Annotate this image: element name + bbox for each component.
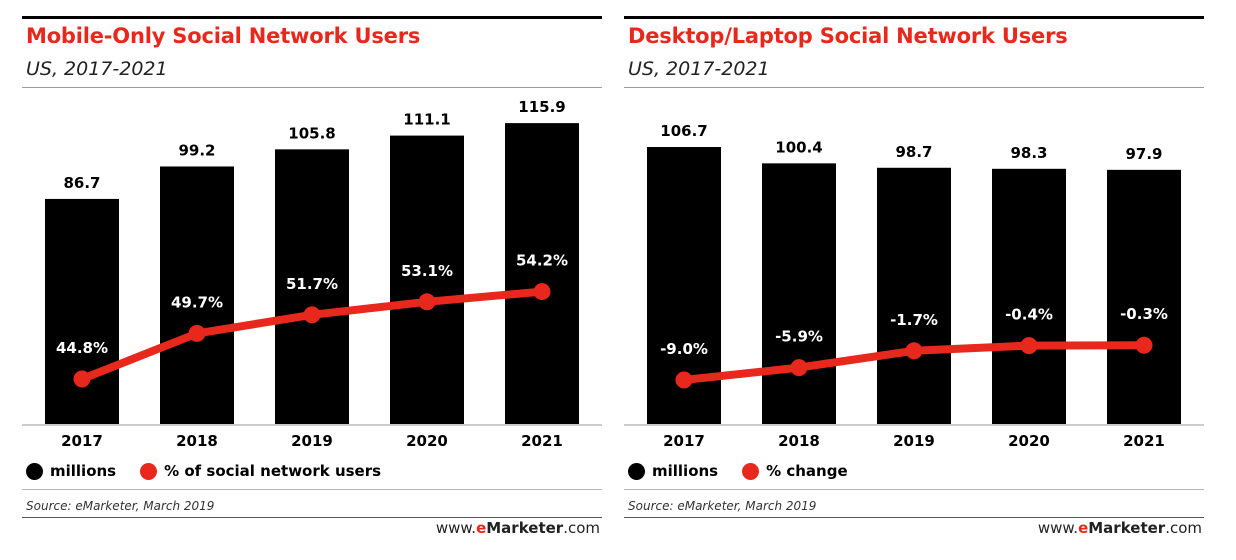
- line-value-label: 49.7%: [171, 293, 223, 311]
- x-tick-label: 2018: [176, 432, 218, 450]
- bar-value-label: 97.9: [1125, 145, 1162, 163]
- line-value-label: 54.2%: [516, 252, 568, 270]
- top-rule: [624, 16, 1204, 19]
- legend-item-line: % of social network users: [140, 462, 381, 480]
- x-tick-label: 2021: [521, 432, 563, 450]
- bar-value-label: 98.7: [895, 143, 932, 161]
- legend-item-bars: millions: [26, 462, 116, 480]
- legend-label-bars: millions: [652, 462, 719, 480]
- line-value-label: 51.7%: [286, 275, 338, 293]
- line-value-label: -0.3%: [1120, 305, 1168, 323]
- line-value-label: 44.8%: [56, 339, 108, 357]
- chart-subtitle: US, 2017-2021: [26, 58, 168, 80]
- x-tick-label: 2020: [406, 432, 448, 450]
- x-tick-label: 2019: [893, 432, 935, 450]
- legend-item-line: % change: [742, 462, 848, 480]
- line-value-label: 53.1%: [401, 262, 453, 280]
- line-point-2018: [790, 359, 808, 377]
- line-value-label: -5.9%: [775, 328, 823, 346]
- line-point-2021: [533, 283, 551, 301]
- legend-label-line: % change: [766, 462, 848, 480]
- chart-title: Desktop/Laptop Social Network Users: [628, 24, 1068, 48]
- line-point-2021: [1135, 336, 1153, 354]
- x-tick-label: 2018: [778, 432, 820, 450]
- bar-value-label: 100.4: [775, 138, 822, 156]
- bar-2019: [877, 167, 951, 425]
- x-tick-label: 2021: [1123, 432, 1165, 450]
- bar-2019: [275, 149, 349, 424]
- bottom-rule: [624, 489, 1204, 490]
- line-point-2017: [675, 371, 693, 389]
- x-tick-label: 2020: [1008, 432, 1050, 450]
- bar-2017: [45, 198, 119, 424]
- x-tick-label: 2017: [61, 432, 103, 450]
- legend-label-line: % of social network users: [164, 462, 382, 480]
- x-tick-label: 2017: [663, 432, 705, 450]
- black-dot-icon: [628, 462, 645, 480]
- subtitle-rule: [22, 87, 602, 88]
- bar-value-label: 111.1: [403, 111, 450, 129]
- line-point-2020: [1020, 337, 1038, 355]
- line-point-2019: [303, 306, 321, 324]
- bar-value-label: 86.7: [63, 174, 100, 192]
- x-tick-label: 2019: [291, 432, 333, 450]
- bar-value-label: 105.8: [288, 124, 335, 142]
- bar-2021: [1107, 169, 1181, 424]
- bar-value-label: 99.2: [178, 141, 215, 159]
- subtitle-rule: [624, 87, 1204, 88]
- black-dot-icon: [26, 462, 43, 480]
- chart-title: Mobile-Only Social Network Users: [26, 24, 421, 48]
- legend-item-bars: millions: [628, 462, 718, 480]
- emarketer-logo: www.eMarketer.com: [1037, 519, 1202, 537]
- line-value-label: -0.4%: [1005, 306, 1053, 324]
- bar-2018: [160, 166, 234, 424]
- source-rule: [624, 517, 1204, 518]
- red-dot-icon: [140, 462, 158, 480]
- source-note: Source: eMarketer, March 2019: [26, 499, 215, 513]
- line-point-2018: [188, 324, 206, 342]
- bar-value-label: 98.3: [1010, 144, 1047, 162]
- bar-2018: [762, 163, 836, 424]
- line-value-label: -1.7%: [890, 311, 938, 329]
- line-value-label: -9.0%: [660, 340, 708, 358]
- chart-plot-mobile-only: 86.7 99.2 105.8 111.1 115.9 2017 2018 2019 2020 2…: [22, 98, 602, 450]
- chart-plot-desktop-laptop: 106.7 100.4 98.7 98.3 97.9 2017 2018 2019 2020 20…: [624, 122, 1204, 450]
- bar-2020: [390, 135, 464, 424]
- line-point-2019: [905, 342, 923, 360]
- bar-value-label: 106.7: [660, 122, 707, 140]
- bar-2020: [992, 168, 1066, 424]
- legend: millions % change: [628, 462, 872, 480]
- top-rule: [22, 16, 602, 19]
- legend-label-bars: millions: [50, 462, 117, 480]
- line-point-2017: [73, 370, 91, 388]
- source-note: Source: eMarketer, March 2019: [628, 499, 817, 513]
- bar-value-label: 115.9: [518, 98, 565, 116]
- line-point-2020: [418, 293, 436, 311]
- bottom-rule: [22, 489, 602, 490]
- red-dot-icon: [742, 462, 760, 480]
- chart-panel-desktop-laptop: Desktop/Laptop Social Network Users US, …: [624, 0, 1204, 560]
- chart-subtitle: US, 2017-2021: [628, 58, 770, 80]
- chart-panel-mobile-only: Mobile-Only Social Network Users US, 201…: [22, 0, 602, 560]
- bar-2021: [505, 123, 579, 424]
- legend: millions % of social network users: [26, 462, 405, 480]
- source-rule: [22, 517, 602, 518]
- emarketer-logo: www.eMarketer.com: [435, 519, 600, 537]
